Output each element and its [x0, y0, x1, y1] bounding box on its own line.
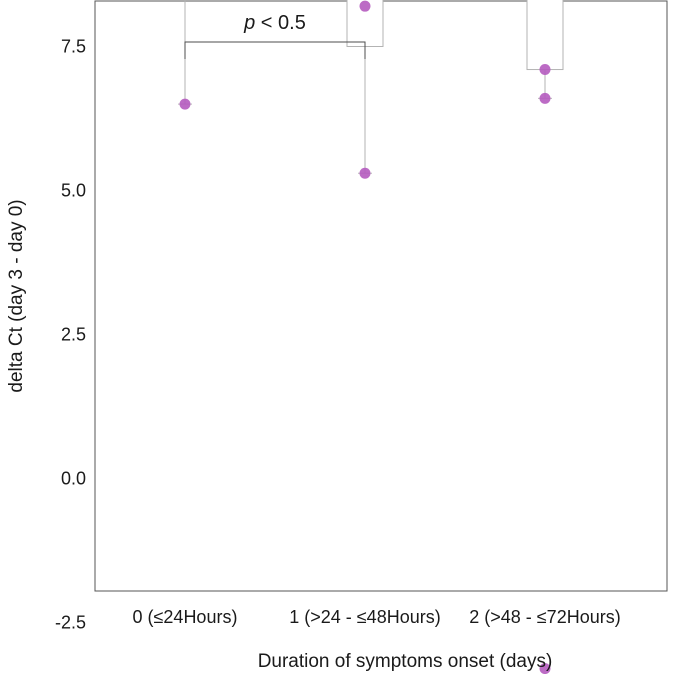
- box-group: [178, 0, 564, 174]
- y-tick-label: 5.0: [61, 181, 86, 201]
- significance-bracket: [184, 41, 366, 59]
- data-point: [539, 64, 551, 76]
- data-point: [359, 0, 371, 12]
- y-tick-label: 0.0: [61, 469, 86, 489]
- y-tick-label: 2.5: [61, 325, 86, 345]
- x-tick-label: 0 (≤24Hours): [133, 607, 238, 627]
- p-value-text: < 0.5: [255, 12, 306, 34]
- x-tick-label: 1 (>24 - ≤48Hours): [289, 607, 440, 627]
- data-point: [179, 98, 191, 110]
- y-tick-labels: -2.50.02.55.07.51012.5: [55, 37, 86, 633]
- y-tick-label: -2.5: [55, 613, 86, 633]
- significance-annotations: p < 0.5: [184, 12, 366, 59]
- p-symbol: p: [243, 12, 255, 34]
- y-tick-label: 7.5: [61, 37, 86, 57]
- iqr-box: [526, 0, 564, 71]
- data-point: [539, 92, 551, 104]
- x-axis-label: Duration of symptoms onset (days): [258, 651, 553, 672]
- data-points: [179, 0, 551, 674]
- y-axis-label: delta Ct (day 3 - day 0): [6, 199, 27, 392]
- data-point: [359, 167, 371, 179]
- data-point: [539, 663, 551, 674]
- significance-label: p < 0.5: [243, 12, 306, 34]
- plot-frame: [94, 0, 668, 592]
- x-tick-labels: 0 (≤24Hours) 1 (>24 - ≤48Hours) 2 (>48 - ≤…: [133, 607, 621, 627]
- x-tick-label: 2 (>48 - ≤72Hours): [469, 607, 620, 627]
- box-1: [346, 0, 384, 174]
- box-2: [526, 0, 564, 99]
